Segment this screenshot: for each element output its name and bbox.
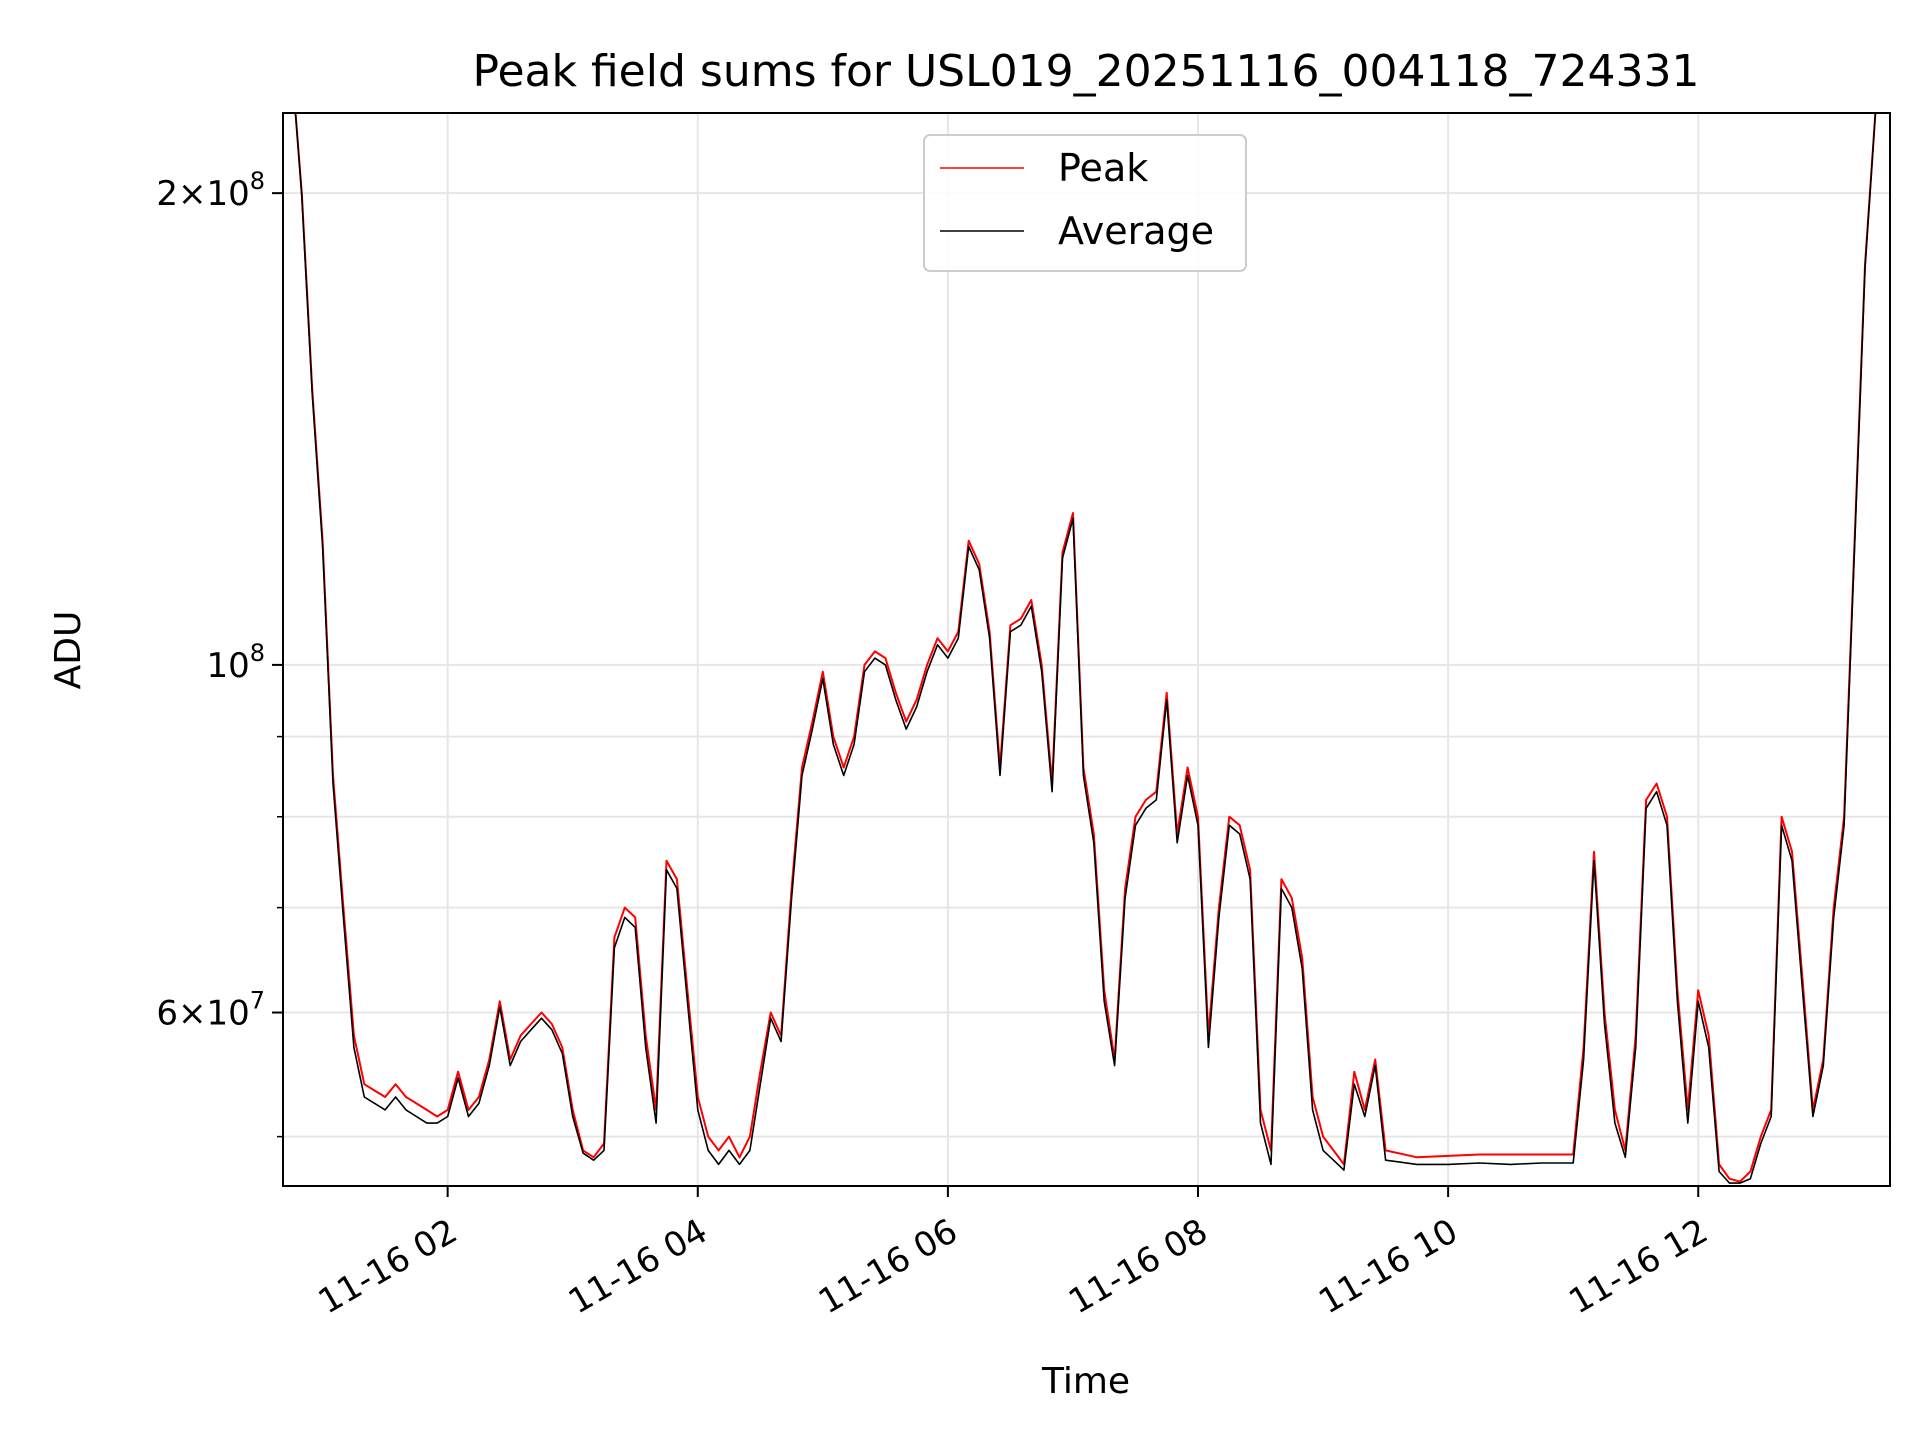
chart-title: Peak field sums for USL019_20251116_0041… [473, 46, 1700, 97]
x-axis-label: Time [1041, 1361, 1130, 1402]
y-tick-label: 6×107 [156, 987, 265, 1034]
legend-box [923, 134, 1247, 272]
series-layer [294, 113, 1886, 1184]
y-tick-label: 108 [206, 639, 265, 686]
x-tick-label: 11-16 10 [1312, 1211, 1464, 1322]
legend-label-peak: Peak [1058, 146, 1148, 190]
x-tick-label: 11-16 12 [1562, 1211, 1714, 1322]
y-axis-ticks: 2×108 108 6×107 [156, 167, 283, 1138]
series-line-average [294, 113, 1886, 1184]
y-axis-label: ADU [48, 611, 89, 690]
x-tick-label: 11-16 06 [812, 1211, 964, 1322]
x-tick-label: 11-16 04 [562, 1211, 714, 1322]
grid [283, 113, 1890, 1186]
legend: Peak Average [923, 134, 1247, 272]
legend-label-average: Average [1058, 209, 1214, 253]
series-line-peak [294, 113, 1886, 1183]
plot-area-frame [282, 112, 1891, 1187]
x-tick-label: 11-16 08 [1062, 1211, 1214, 1322]
x-axis-ticks: 11-16 02 11-16 04 11-16 06 11-16 08 11-16 10… [312, 1186, 1715, 1322]
y-tick-label: 2×108 [156, 167, 265, 214]
x-tick-label: 11-16 02 [312, 1211, 464, 1322]
